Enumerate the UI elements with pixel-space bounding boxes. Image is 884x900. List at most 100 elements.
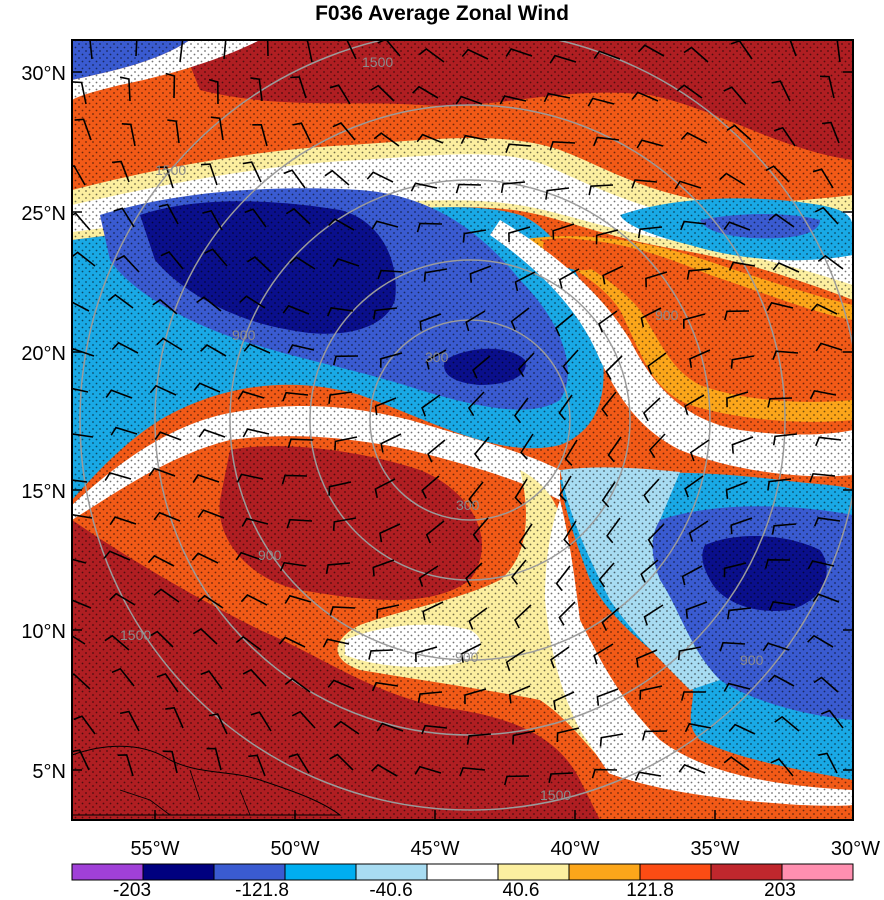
wind-barb — [639, 685, 663, 700]
lon-label-40w: 40°W — [550, 838, 599, 860]
wind-barb — [374, 397, 397, 416]
contour-label: 300 — [425, 349, 449, 365]
wind-barb — [765, 165, 790, 183]
wind-barb — [818, 752, 838, 774]
wind-barb — [643, 604, 664, 626]
wind-barb — [104, 471, 132, 482]
wind-barb — [549, 54, 577, 64]
colorbar-swatch — [710, 863, 783, 881]
colorbar-swatch — [71, 863, 144, 881]
wind-barb — [588, 184, 614, 196]
wind-barb — [278, 636, 306, 648]
wind-barb — [552, 223, 575, 240]
wind-barb — [423, 268, 448, 282]
lat-labels: 30°N 25°N 20°N 15°N 10°N 5°N — [21, 63, 66, 783]
wind-barb — [160, 251, 184, 270]
wind-barb — [634, 771, 662, 781]
range-rings — [79, 40, 853, 811]
wind-barb — [730, 355, 755, 369]
wind-barb — [723, 682, 751, 692]
wind-barb — [508, 685, 531, 704]
wind-barb — [208, 78, 219, 105]
wind-barb — [455, 95, 483, 105]
wind-barb — [72, 387, 89, 393]
colorbar-swatch — [497, 863, 570, 881]
wind-barb — [767, 674, 795, 687]
lat-label-10n: 10°N — [21, 621, 66, 643]
wind-barb — [329, 606, 356, 616]
wind-barb — [773, 126, 796, 147]
wind-barb — [602, 265, 624, 285]
wind-barb — [771, 523, 797, 535]
wind-barb — [726, 391, 749, 408]
wind-barb — [152, 298, 178, 315]
wind-barb — [768, 601, 796, 611]
wind-barb — [508, 226, 531, 243]
lon-label-35w: 35°W — [690, 838, 739, 860]
colorbar-swatch — [213, 863, 286, 881]
wind-barb — [72, 634, 86, 645]
wind-barb — [250, 77, 263, 102]
wind-barb — [645, 271, 668, 288]
wind-barb — [468, 607, 488, 630]
wind-barb — [72, 212, 91, 231]
wind-barb — [421, 394, 441, 417]
stippling — [72, 40, 853, 820]
wind-barb — [200, 163, 218, 186]
contour-label: 1500 — [362, 54, 393, 70]
wind-barb — [469, 265, 492, 283]
wind-barb — [514, 478, 528, 505]
wind-barb — [764, 558, 791, 569]
wind-barb — [425, 520, 445, 544]
wind-barb — [244, 208, 267, 228]
wind-barb — [286, 518, 313, 529]
wind-barb — [683, 313, 706, 329]
wind-barb — [371, 681, 399, 692]
wind-barb — [647, 523, 665, 548]
wind-barb — [371, 220, 399, 230]
wind-barb — [726, 124, 752, 141]
colorbar-swatch — [781, 863, 854, 881]
wind-barb — [421, 724, 448, 735]
wind-barb — [689, 439, 710, 462]
wind-barb — [290, 76, 307, 99]
wind-barb — [545, 187, 570, 200]
wind-barb — [326, 307, 354, 317]
wind-barb — [543, 92, 571, 103]
wind-barb — [200, 670, 223, 690]
wind-barb — [282, 304, 310, 315]
wind-barb — [684, 394, 705, 416]
wind-barb — [327, 679, 355, 690]
wind-barb — [379, 523, 401, 543]
wind-barb — [376, 722, 404, 732]
plot-frame — [71, 39, 854, 821]
wind-barb — [723, 562, 747, 578]
wind-barb — [72, 164, 86, 186]
wind-barb — [680, 220, 707, 231]
wind-barb — [236, 473, 264, 483]
wind-barb — [284, 594, 312, 604]
wind-barb — [631, 91, 659, 102]
wind-barb — [167, 119, 180, 144]
wind-barb — [250, 711, 272, 732]
wind-barb — [372, 559, 395, 577]
wind-barb — [289, 256, 316, 270]
wind-barb — [510, 307, 530, 331]
wind-barb — [466, 733, 492, 745]
wind-barb — [204, 248, 228, 267]
wind-barb — [556, 727, 580, 743]
wind-barb — [648, 433, 666, 459]
lon-label-55w: 55°W — [130, 838, 179, 860]
wind-barb — [599, 733, 624, 747]
colorbar-swatch — [639, 863, 712, 881]
wind-barb — [421, 475, 440, 499]
wind-barb — [235, 551, 263, 561]
wind-barb — [642, 397, 661, 422]
wind-barb — [334, 436, 358, 451]
wind-barb — [242, 668, 267, 687]
wind-barb — [156, 337, 183, 351]
wind-barb — [288, 753, 310, 774]
colorbar-label: -203 — [113, 880, 151, 900]
wind-barb — [789, 40, 797, 57]
contour-label: 900 — [455, 649, 479, 665]
